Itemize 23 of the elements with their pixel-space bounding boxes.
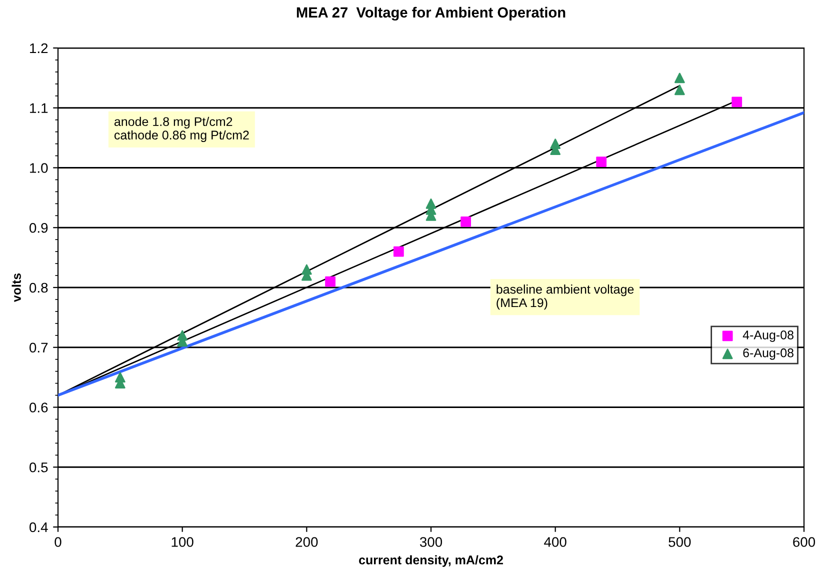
chart-title: MEA 27 Voltage for Ambient Operation (296, 6, 566, 21)
y-tick-label: 1.0 (30, 163, 48, 173)
x-tick-label: 500 (668, 537, 691, 547)
y-axis-title: volts (12, 273, 21, 302)
legend-label: 4-Aug-08 (742, 330, 794, 342)
x-tick-label: 300 (420, 537, 442, 547)
x-tick-label: 400 (544, 537, 566, 547)
x-axis-title: current density, mA/cm2 (359, 555, 503, 567)
x-tick-label: 200 (296, 537, 318, 547)
y-tick-label: 0.8 (30, 282, 48, 293)
x-tick-label: 100 (172, 537, 194, 547)
annotation: anode 1.8 mg Pt/cm2 cathode 0.86 mg Pt/cm2 (114, 116, 249, 142)
legend-label: 6-Aug-08 (743, 348, 794, 360)
y-tick-label: 1.1 (30, 103, 48, 113)
y-tick-label: 0.4 (30, 522, 48, 532)
y-tick-label: 0.5 (30, 462, 48, 472)
y-tick-label: 0.7 (30, 342, 48, 353)
y-tick-label: 0.9 (30, 222, 48, 233)
y-tick-label: 0.6 (30, 402, 48, 412)
x-tick-label: 600 (793, 537, 816, 547)
y-tick-label: 1.2 (30, 43, 48, 54)
annotation: baseline ambient voltage (MEA 19) (496, 284, 634, 310)
x-tick-label: 0 (54, 537, 62, 547)
